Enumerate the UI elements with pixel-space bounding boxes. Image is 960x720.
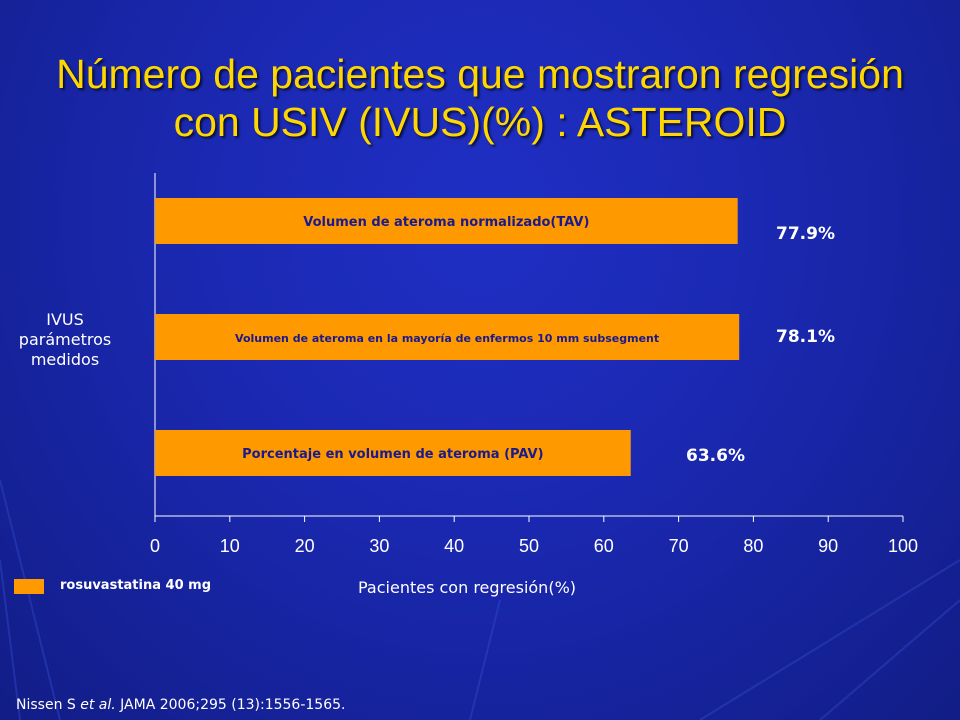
- x-tick-label: 90: [818, 536, 838, 556]
- y-axis-label-line-2: parámetros: [18, 330, 112, 349]
- x-tick-label: 30: [369, 536, 389, 556]
- x-axis-label: Pacientes con regresión(%): [358, 578, 577, 597]
- citation-journal: JAMA 2006;295 (13):1556-1565.: [115, 697, 346, 713]
- y-axis-label-line-3: medidos: [30, 350, 100, 369]
- legend-swatch: [14, 579, 44, 594]
- x-tick-label: 60: [594, 536, 614, 556]
- bar-category-label: Volumen de ateroma en la mayoría de enfe…: [235, 332, 659, 345]
- slide-title-line-1: Número de pacientes que mostraron regres…: [56, 51, 904, 97]
- bar: [155, 430, 631, 476]
- x-tick-label: 100: [888, 536, 918, 556]
- bar-category-label: Volumen de ateroma normalizado(TAV): [303, 215, 589, 230]
- bar: [155, 198, 738, 244]
- bar-value-label: 77.9%: [776, 224, 835, 244]
- bar: [155, 314, 740, 360]
- citation: Nissen S et al. JAMA 2006;295 (13):1556-…: [16, 697, 345, 713]
- bar-value-label: 63.6%: [686, 446, 745, 466]
- slide-title: Número de pacientes que mostraron regres…: [0, 50, 960, 146]
- slide-title-line-2: con USIV (IVUS)(%) : ASTEROID: [173, 99, 787, 145]
- y-axis-label: IVUS parámetros medidos: [10, 310, 120, 370]
- bar-value-label: 78.1%: [776, 327, 835, 347]
- x-tick-label: 40: [444, 536, 464, 556]
- y-axis-label-line-1: IVUS: [46, 310, 84, 329]
- legend-label: rosuvastatina 40 mg: [60, 578, 211, 593]
- x-tick-label: 20: [295, 536, 315, 556]
- x-tick-label: 70: [669, 536, 689, 556]
- citation-et-al: et al.: [80, 697, 116, 713]
- x-tick-label: 80: [743, 536, 763, 556]
- citation-authors: Nissen S: [16, 697, 81, 713]
- bar-category-label: Porcentaje en volumen de ateroma (PAV): [242, 447, 543, 462]
- x-tick-label: 0: [150, 536, 160, 556]
- x-tick-label: 10: [220, 536, 240, 556]
- x-tick-label: 50: [519, 536, 539, 556]
